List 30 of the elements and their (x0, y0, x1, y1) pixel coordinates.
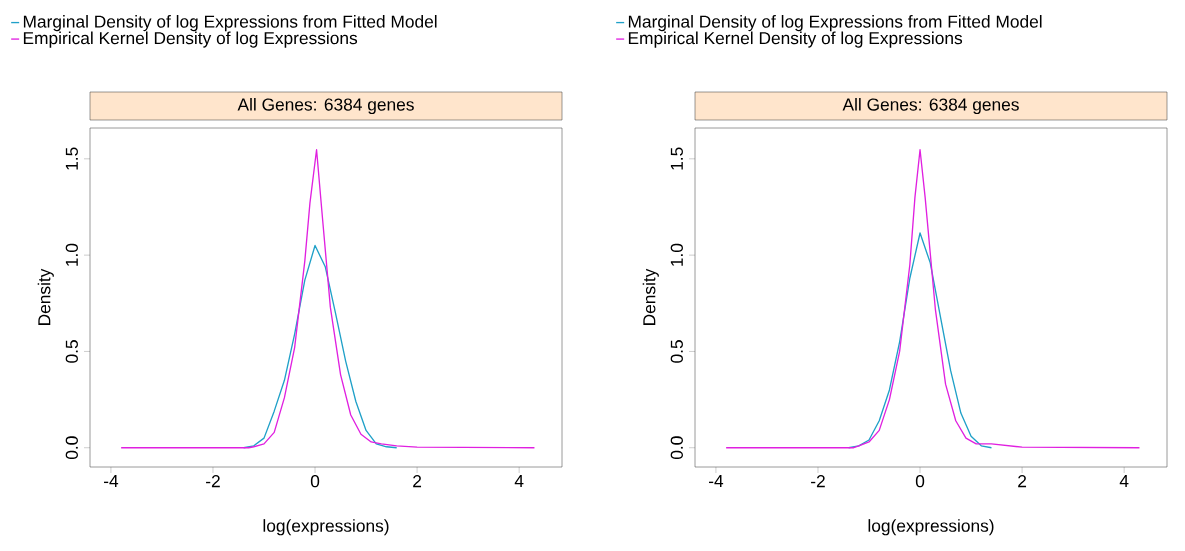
x-tick-label: -2 (811, 475, 825, 488)
y-tick-label: 1.5 (65, 147, 78, 170)
chart-title: All Genes: 6384 genes (842, 97, 1019, 115)
y-tick-label: 0.0 (65, 436, 78, 460)
y-tick-label: 1.5 (670, 147, 683, 170)
y-tick-label: 0.0 (670, 436, 683, 460)
y-tick-label: 1.0 (670, 243, 683, 266)
x-axis-title: log(expressions) (263, 519, 389, 536)
x-tick-label: 4 (514, 475, 524, 487)
x-tick-label: 0 (915, 475, 925, 488)
x-axis-title: log(expressions) (868, 519, 994, 536)
y-axis-title: Density (642, 268, 659, 325)
y-tick-label: 1.0 (65, 243, 78, 266)
x-tick-label: 4 (1119, 475, 1129, 487)
x-tick-label: -4 (709, 475, 724, 487)
y-tick-label: 0.5 (65, 340, 78, 363)
x-tick-label: 0 (310, 475, 320, 488)
x-tick-label: -4 (103, 475, 119, 487)
chart-title: All Genes: 6384 genes (237, 97, 414, 115)
line-series (120, 149, 536, 449)
y-tick-label: 0.5 (670, 340, 683, 363)
y-axis-title: Density (37, 268, 54, 325)
x-tick-label: -2 (206, 475, 220, 488)
legend-label: Marginal Density of log Expressions from Fitted Model (23, 15, 437, 32)
line-series (725, 149, 1141, 449)
legend-label: Empirical Kernel Density of log Expressions (628, 31, 963, 48)
legend-label: Marginal Density of log Expressions from Fitted Model (628, 15, 1042, 32)
x-tick-label: 2 (1018, 475, 1027, 488)
legend-label: Empirical Kernel Density of log Expressions (23, 31, 358, 48)
x-tick-label: 2 (413, 475, 422, 488)
